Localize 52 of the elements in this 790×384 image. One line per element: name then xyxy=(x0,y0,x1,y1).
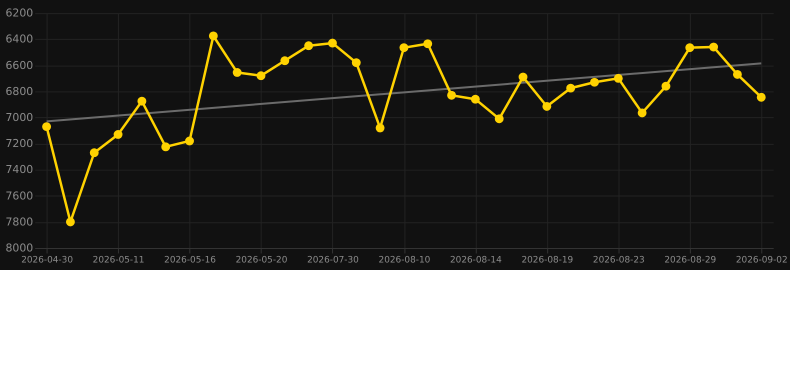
y-tick-label: 6200 xyxy=(5,6,34,20)
x-tick-label: 2026-08-19 xyxy=(521,255,574,266)
x-tick-label: 2026-05-11 xyxy=(92,255,144,266)
x-tick-label: 2026-08-23 xyxy=(592,255,645,266)
y-tick-label: 6600 xyxy=(5,58,34,72)
point xyxy=(304,41,314,50)
x-tick-label: 2026-04-30 xyxy=(21,255,74,266)
point xyxy=(494,114,504,124)
point xyxy=(185,136,194,146)
point xyxy=(161,142,170,152)
x-tick-label: 2026-05-16 xyxy=(164,255,216,266)
y-tick-label: 7600 xyxy=(5,189,34,202)
y-tick-label: 7200 xyxy=(5,137,34,150)
point xyxy=(66,217,75,226)
point xyxy=(685,43,694,52)
point xyxy=(566,84,576,93)
point xyxy=(732,70,742,79)
point xyxy=(447,90,456,100)
point xyxy=(614,74,623,83)
point xyxy=(352,58,361,68)
point xyxy=(662,82,670,91)
y-tick-label: 6400 xyxy=(5,32,34,46)
point xyxy=(90,148,99,158)
x-tick-label: 2026-09-02 xyxy=(736,255,788,266)
point xyxy=(114,130,122,139)
point xyxy=(208,31,218,40)
x-tick-label: 2026-08-14 xyxy=(450,255,502,266)
point xyxy=(42,122,52,132)
x-tick-label: 2026-07-30 xyxy=(307,255,360,266)
point xyxy=(376,124,385,132)
point xyxy=(256,71,266,80)
point xyxy=(756,92,766,102)
x-tick-label: 2026-08-10 xyxy=(378,255,431,266)
x-tick-label: 2026-08-29 xyxy=(664,255,716,266)
point xyxy=(328,38,337,48)
point xyxy=(280,56,290,66)
point xyxy=(232,68,242,77)
y-tick-label: 8000 xyxy=(5,241,34,254)
y-tick-label: 6800 xyxy=(5,84,34,98)
point xyxy=(590,78,599,87)
y-tick-label: 7800 xyxy=(5,215,34,228)
point xyxy=(423,39,432,48)
point xyxy=(638,108,647,118)
point xyxy=(399,43,408,52)
x-tick-label: 2026-05-20 xyxy=(236,255,288,266)
point xyxy=(470,94,480,104)
point xyxy=(137,96,146,106)
point xyxy=(709,42,718,52)
point xyxy=(518,72,528,82)
y-tick-label: 7400 xyxy=(5,163,34,176)
y-tick-label: 7000 xyxy=(5,110,34,124)
point xyxy=(542,102,552,111)
